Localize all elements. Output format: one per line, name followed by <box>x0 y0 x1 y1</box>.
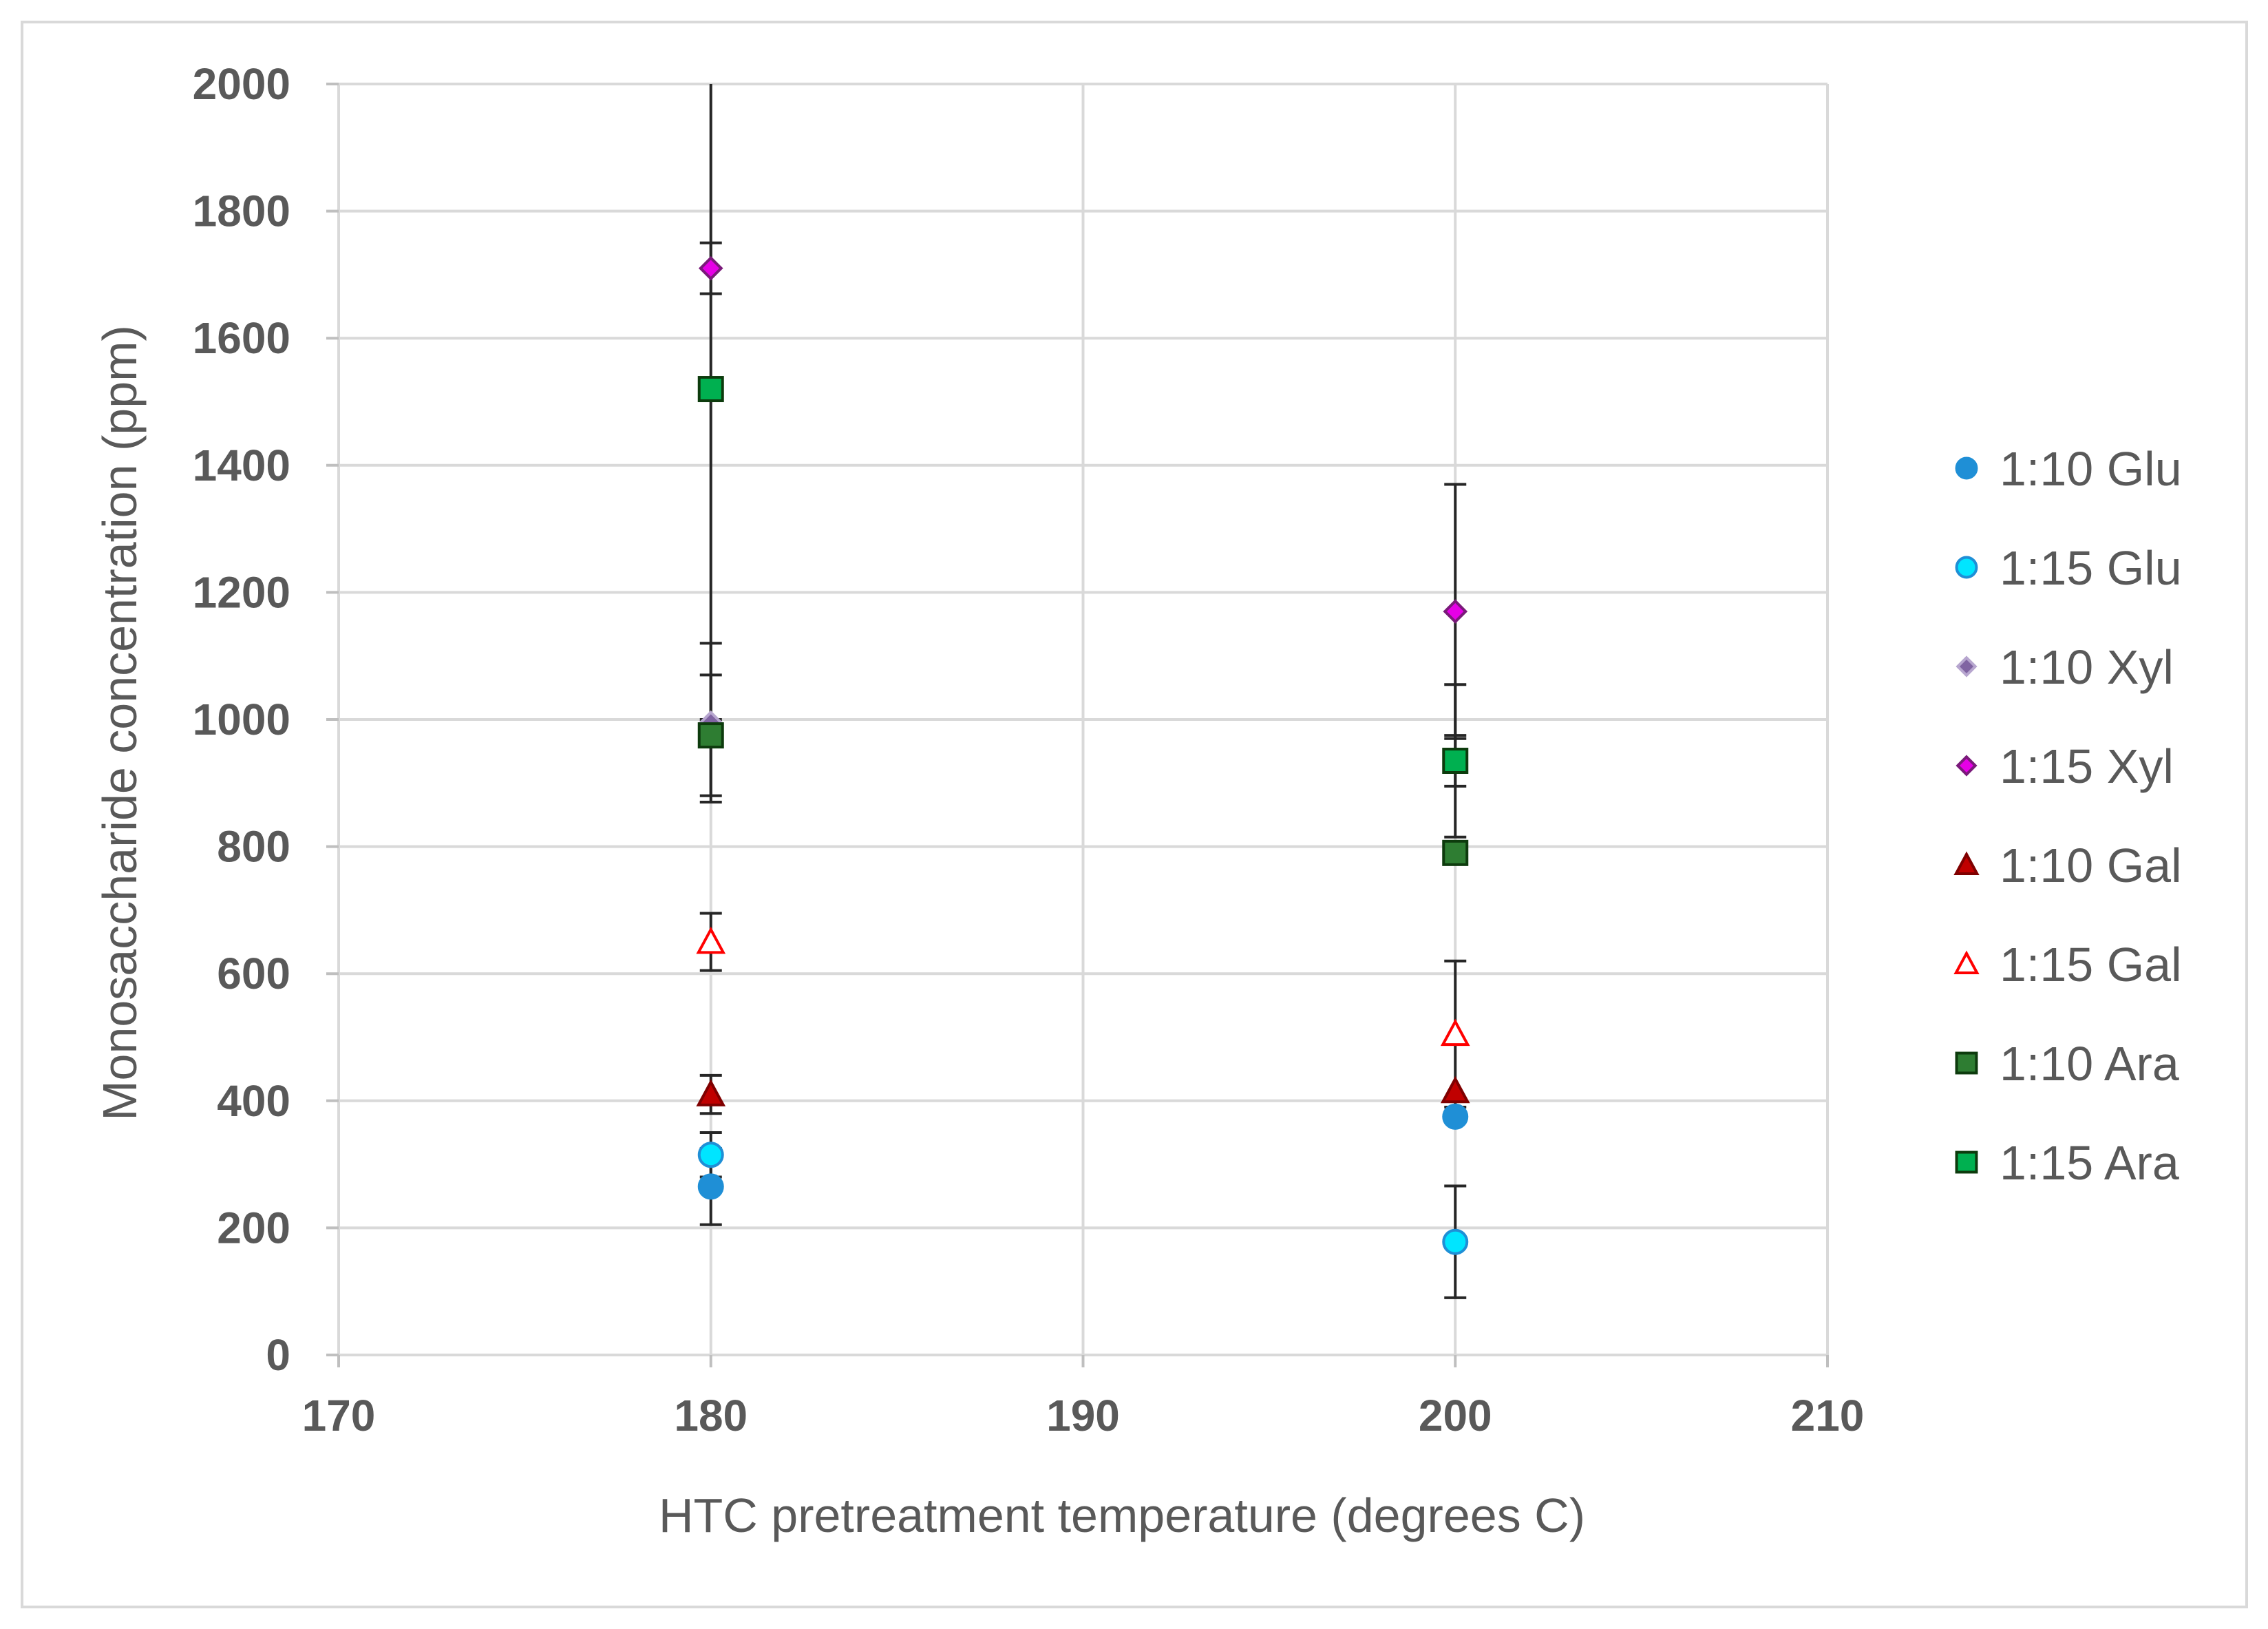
point-1-10-glu <box>697 1173 724 1200</box>
point-1-10-ara <box>1442 839 1469 866</box>
data-markers <box>696 255 1470 1255</box>
legend-marker-1-10-ara <box>1955 1051 1978 1075</box>
point-1-10-gal <box>1440 1075 1470 1104</box>
y-tick-label: 1000 <box>193 695 290 744</box>
y-tick-label: 600 <box>217 949 290 998</box>
chart-frame <box>21 21 2248 1608</box>
point-1-15-glu <box>697 1142 724 1168</box>
point-1-15-xyl <box>698 255 723 281</box>
legend-marker-1-15-xyl <box>1956 755 1978 777</box>
legend-label-1-15-gal: 1:15 Gal <box>2000 938 2182 991</box>
y-tick-label: 400 <box>217 1076 290 1126</box>
legend-marker-1-10-glu <box>1955 456 1978 480</box>
legend-marker-1-15-gal <box>1953 950 1980 975</box>
legend-label-1-10-ara: 1:10 Ara <box>2000 1037 2179 1091</box>
x-tick-label: 200 <box>1419 1391 1492 1440</box>
x-tick-label: 190 <box>1046 1391 1120 1440</box>
y-tick-label: 200 <box>217 1203 290 1252</box>
point-1-10-glu <box>1442 1103 1469 1130</box>
legend-marker-1-15-ara <box>1955 1150 1978 1174</box>
y-axis-ticks: 0 200 400 600 800 1000 1200 1400 1600 1800 2000 <box>193 59 290 1380</box>
point-1-15-ara <box>697 376 724 403</box>
point-1-15-xyl <box>1443 599 1468 624</box>
point-1-15-glu <box>1442 1228 1469 1255</box>
grid-lines <box>326 83 1829 1367</box>
point-1-15-gal <box>1440 1018 1470 1047</box>
y-axis-title: Monosaccharide concentration (ppm) <box>93 325 147 1121</box>
legend-label-1-10-xyl: 1:10 Xyl <box>2000 640 2174 694</box>
legend-marker-1-10-gal <box>1953 851 1980 876</box>
y-tick-label: 1800 <box>193 187 290 236</box>
point-1-15-ara <box>1442 747 1469 774</box>
x-axis-title: HTC pretreatment temperature (degrees C) <box>659 1489 1585 1542</box>
point-1-15-gal <box>696 926 726 954</box>
legend-label-1-10-gal: 1:10 Gal <box>2000 839 2182 892</box>
y-tick-label: 1400 <box>193 441 290 490</box>
legend-label-1-15-ara: 1:15 Ara <box>2000 1136 2179 1190</box>
legend-marker-1-15-glu <box>1955 556 1978 579</box>
point-1-10-gal <box>696 1079 726 1106</box>
legend-label-1-10-glu: 1:10 Glu <box>2000 442 2182 496</box>
y-tick-label: 800 <box>217 822 290 872</box>
x-tick-label: 180 <box>674 1391 748 1440</box>
point-1-10-ara <box>697 722 724 749</box>
y-tick-label: 1200 <box>193 567 290 617</box>
x-tick-label: 170 <box>302 1391 376 1440</box>
legend-marker-1-10-xyl <box>1956 655 1978 677</box>
y-tick-label: 2000 <box>193 59 290 109</box>
legend-label-1-15-glu: 1:15 Glu <box>2000 541 2182 595</box>
legend: 1:10 Glu 1:15 Glu 1:10 Xyl 1:15 Xyl 1:10 Gal… <box>1953 442 2182 1190</box>
x-tick-label: 210 <box>1791 1391 1865 1440</box>
legend-label-1-15-xyl: 1:15 Xyl <box>2000 739 2174 793</box>
y-tick-label: 0 <box>266 1330 290 1380</box>
x-axis-ticks: 170 180 190 200 210 <box>302 1391 1865 1440</box>
y-tick-label: 1600 <box>193 313 290 363</box>
